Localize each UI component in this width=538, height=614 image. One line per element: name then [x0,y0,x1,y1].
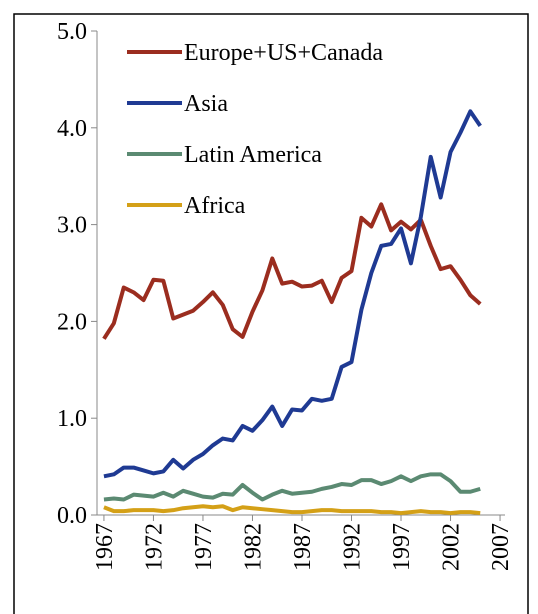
x-tick-label: 1982 [240,523,266,571]
y-tick-label: 0.0 [57,503,87,529]
series-line [103,109,482,479]
x-tick-label: 1997 [389,523,415,571]
series-line [103,472,481,502]
x-tick-label: 2002 [439,523,465,571]
series-line [103,504,481,516]
y-tick-label: 4.0 [57,116,87,142]
legend-label: Africa [184,193,246,219]
x-tick-label: 1977 [191,523,217,571]
legend-label: Latin America [184,142,322,168]
series-line [102,202,482,340]
x-tick-label: 1992 [340,523,366,571]
legend-label: Europe+US+Canada [184,40,383,66]
x-tick-label: 1987 [290,523,316,571]
y-tick-label: 5.0 [57,19,87,45]
x-tick-label: 2007 [488,523,514,571]
y-tick-label: 3.0 [57,213,87,239]
x-tick-label: 1967 [92,523,118,571]
frame [13,13,529,614]
legend-label: Asia [184,91,228,117]
y-tick-label: 2.0 [57,309,87,335]
x-tick-label: 1972 [141,523,167,571]
y-tick-label: 1.0 [57,406,87,432]
